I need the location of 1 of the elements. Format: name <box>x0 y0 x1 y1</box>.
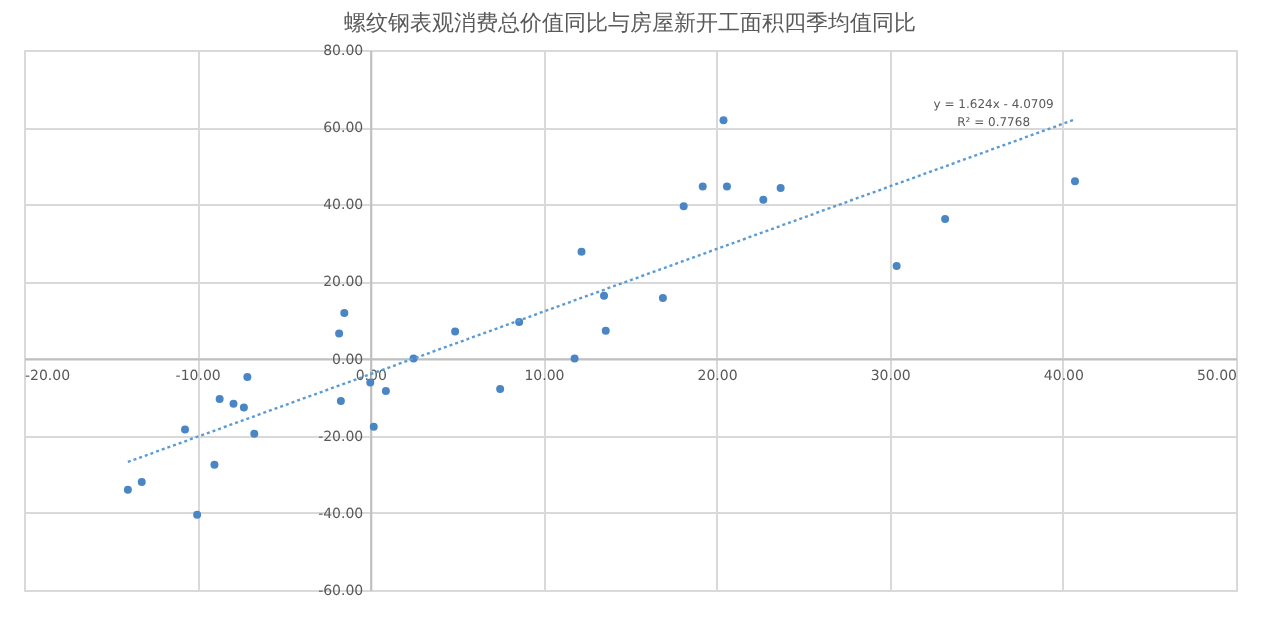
chart-title: 螺纹钢表观消费总价值同比与房屋新开工面积四季均值同比 <box>344 10 916 36</box>
